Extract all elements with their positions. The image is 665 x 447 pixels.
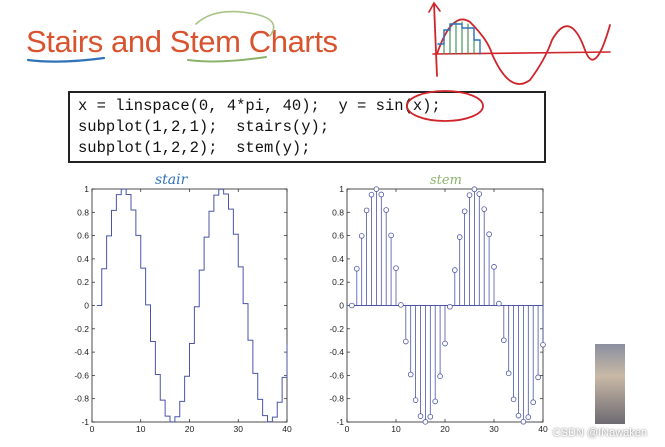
y-tick-label: -0.2 [74, 324, 89, 334]
x-tick-label: 30 [489, 424, 499, 434]
title-underline-ink [26, 10, 275, 63]
stem-marker [505, 370, 512, 377]
x-tick-label: 40 [282, 424, 292, 434]
stem-marker [481, 206, 488, 212]
stem-marker [378, 191, 385, 198]
stem-marker [442, 340, 448, 347]
ink-circle-sin [406, 90, 484, 122]
y-tick-label: -1 [336, 417, 344, 427]
stem-marker [466, 192, 473, 198]
stem-marker [412, 397, 419, 403]
y-tick-label: 0.6 [77, 231, 89, 241]
x-tick-label: 10 [391, 424, 401, 434]
x-tick-label: 10 [136, 424, 146, 434]
stem-marker [525, 414, 532, 420]
ink-underline-stairs [26, 56, 106, 63]
code-line-3: subplot(1,2,2); stem(y); [78, 139, 311, 157]
stem-marker [500, 337, 507, 344]
y-tick-label: -0.8 [329, 394, 344, 404]
ink-sine-wave [436, 18, 611, 85]
y-tick-label: 0.4 [332, 254, 344, 264]
axes-box [91, 188, 288, 423]
stem-marker [486, 231, 492, 238]
y-tick-label: -0.4 [329, 347, 344, 357]
x-tick-label: 20 [440, 424, 450, 434]
webcam-thumbnail [595, 344, 625, 424]
y-tick-label: -0.6 [329, 370, 344, 380]
stem-marker [393, 265, 399, 271]
x-tick-label: 20 [185, 424, 195, 434]
stem-marker [422, 419, 429, 425]
stem-marker [432, 398, 439, 405]
y-tick-label: 0.2 [77, 277, 89, 287]
stem-marker [383, 207, 390, 213]
y-tick-label: 0.4 [77, 254, 89, 264]
stem-marker [402, 338, 409, 345]
code-line-1: x = linspace(0, 4*pi, 40); y = sin(x); [78, 97, 441, 115]
y-tick-label: 0.8 [77, 207, 89, 217]
ink-steps [437, 23, 481, 55]
stem-marker [407, 371, 414, 378]
y-tick-label: 1 [339, 184, 344, 194]
ink-axis-arrow [428, 1, 441, 13]
watermark: CSDN @INawaken [552, 427, 647, 439]
y-tick-label: -0.8 [74, 394, 89, 404]
stem-marker [535, 374, 541, 381]
code-line-2: subplot(1,2,1); stairs(y); [78, 118, 330, 136]
stem-marker [530, 399, 536, 406]
annotation-stair: stair [155, 172, 189, 188]
y-tick-label: -0.2 [329, 324, 344, 334]
stem-marker [496, 300, 502, 307]
stem-marker [476, 191, 483, 197]
annotation-stem: stem [430, 173, 462, 188]
stem-marker [456, 234, 463, 240]
code-block: x = linspace(0, 4*pi, 40); y = sin(x); s… [68, 91, 546, 163]
y-tick-label: -1 [81, 417, 89, 427]
stem-marker [349, 302, 355, 309]
y-tick-label: 0.6 [332, 231, 344, 241]
y-tick-label: 0.8 [332, 207, 344, 217]
stem-marker [353, 265, 360, 272]
stem-marker [540, 342, 546, 348]
stem-marker [363, 207, 370, 214]
ink-circle-and [195, 10, 275, 37]
stem-marker [451, 267, 458, 273]
ink-stems [443, 20, 475, 55]
y-tick-label: 0 [84, 301, 89, 311]
stem-marker [417, 413, 424, 419]
ink-axis-x [432, 51, 611, 55]
sketch-sine-ink [428, 1, 611, 85]
stem-marker [471, 186, 478, 193]
stem-marker [515, 412, 522, 419]
x-tick-label: 0 [345, 424, 350, 434]
ink-underline-stem [187, 56, 267, 63]
stem-marker [368, 191, 375, 198]
stem-marker [520, 418, 527, 425]
stem-marker [358, 233, 365, 239]
ink-axis-y [433, 3, 438, 77]
stem-marker [437, 373, 443, 380]
stem-marker [510, 396, 517, 403]
x-tick-label: 30 [234, 424, 244, 434]
stem-marker [461, 208, 468, 215]
x-tick-label: 40 [538, 424, 548, 434]
stem-marker [447, 303, 453, 310]
stem-marker [491, 264, 497, 270]
stem-marker [388, 232, 394, 239]
y-tick-label: 0.2 [332, 277, 344, 287]
y-tick-label: 1 [84, 184, 89, 194]
stairs-chart: -1-0.8-0.6-0.4-0.200.20.40.60.810 10 20 30 4… [74, 184, 292, 434]
stem-chart: -1-0.8-0.6-0.4-0.200.20.40.60.810 10 20 30 4… [329, 184, 548, 434]
x-tick-label: 0 [90, 424, 95, 434]
stairs-series-line [96, 188, 288, 423]
stem-marker [373, 186, 380, 192]
y-tick-label: 0 [339, 301, 344, 311]
code-ink [406, 90, 484, 122]
stem-marker [427, 413, 434, 420]
stem-marker [398, 302, 404, 308]
y-tick-label: -0.6 [74, 370, 89, 380]
slide-title: Stairs and Stem Charts [26, 24, 338, 59]
y-tick-label: -0.4 [74, 347, 89, 357]
